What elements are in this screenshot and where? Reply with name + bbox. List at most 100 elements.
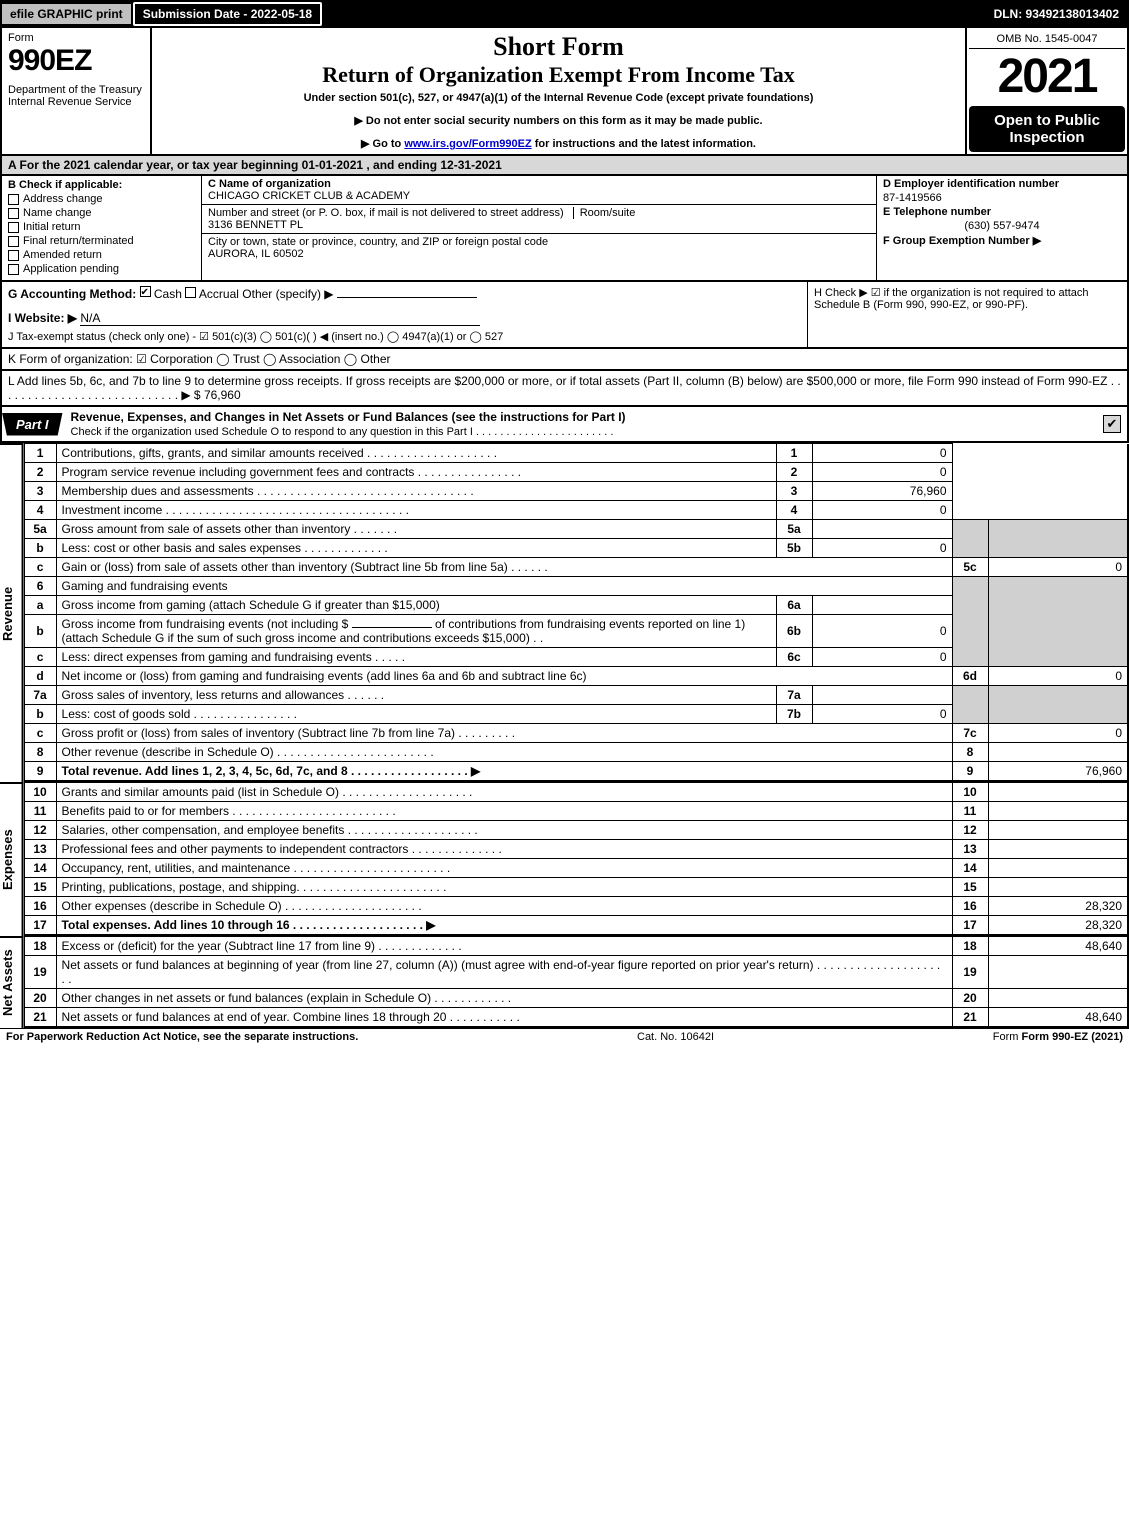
net-assets-section: Net Assets 18Excess or (deficit) for the… [0,936,1129,1028]
org-addr-box: Number and street (or P. O. box, if mail… [202,205,876,234]
short-form-title: Short Form [160,32,957,62]
part-i-title: Revenue, Expenses, and Changes in Net As… [63,407,1103,441]
section-b-row: B Check if applicable: Address change Na… [0,176,1129,282]
lbl-cash: Cash [154,287,182,301]
omb-number: OMB No. 1545-0047 [969,30,1125,49]
chk-final-return[interactable] [8,236,19,247]
room-label: Room/suite [573,207,636,219]
revenue-table: 1Contributions, gifts, grants, and simil… [24,443,1129,782]
table-row: 21Net assets or fund balances at end of … [24,1008,1128,1028]
lbl-other: Other (specify) ▶ [242,287,333,301]
net-assets-side-label: Net Assets [0,936,24,1028]
chk-amended-return[interactable] [8,250,19,261]
department-label: Department of the Treasury Internal Reve… [8,84,144,108]
note-goto-suffix: for instructions and the latest informat… [532,138,756,150]
form-header: Form 990EZ Department of the Treasury In… [0,28,1129,156]
expenses-section: Expenses 10Grants and similar amounts pa… [0,782,1129,936]
table-row: 15Printing, publications, postage, and s… [24,878,1128,897]
header-left: Form 990EZ Department of the Treasury In… [2,28,152,154]
lbl-initial-return: Initial return [23,221,80,233]
efile-print-button[interactable]: efile GRAPHIC print [2,4,133,24]
col-c-org-info: C Name of organization CHICAGO CRICKET C… [202,176,877,280]
under-section: Under section 501(c), 527, or 4947(a)(1)… [160,92,957,104]
lbl-name-change: Name change [23,207,92,219]
form-label: Form [8,32,144,44]
org-city-box: City or town, state or province, country… [202,234,876,262]
footer-left: For Paperwork Reduction Act Notice, see … [6,1031,358,1043]
row-g-h: G Accounting Method: Cash Accrual Other … [0,282,1129,349]
chk-address-change[interactable] [8,194,19,205]
table-row: cGross profit or (loss) from sales of in… [24,724,1128,743]
part-i-check[interactable]: ✔ [1103,415,1121,433]
net-assets-table: 18Excess or (deficit) for the year (Subt… [24,936,1129,1028]
irs-link[interactable]: www.irs.gov/Form990EZ [404,138,531,150]
tax-year: 2021 [969,49,1125,104]
city-label: City or town, state or province, country… [208,236,548,248]
j-tax-exempt: J Tax-exempt status (check only one) - ☑… [8,330,801,343]
chk-application-pending[interactable] [8,264,19,275]
expenses-side-label: Expenses [0,782,24,936]
row-l: L Add lines 5b, 6c, and 7b to line 9 to … [0,371,1129,407]
lbl-application-pending: Application pending [23,263,119,275]
part-i-header: Part I Revenue, Expenses, and Changes in… [0,407,1129,443]
note-ssn: ▶ Do not enter social security numbers o… [160,114,957,127]
city-value: AURORA, IL 60502 [208,248,304,260]
website-value: N/A [80,311,480,326]
chk-name-change[interactable] [8,208,19,219]
table-row: 11Benefits paid to or for members . . . … [24,802,1128,821]
table-row: 5aGross amount from sale of assets other… [24,520,1128,539]
table-row: 6Gaming and fundraising events [24,577,1128,596]
chk-cash[interactable] [140,286,151,297]
note-goto-prefix: ▶ Go to [361,138,404,150]
group-exemption-label: F Group Exemption Number ▶ [883,234,1121,247]
col-d-ein: D Employer identification number 87-1419… [877,176,1127,280]
table-row: 14Occupancy, rent, utilities, and mainte… [24,859,1128,878]
table-row: 12Salaries, other compensation, and empl… [24,821,1128,840]
note-goto: ▶ Go to www.irs.gov/Form990EZ for instru… [160,137,957,150]
footer-mid: Cat. No. 10642I [358,1031,992,1043]
addr-value: 3136 BENNETT PL [208,219,303,231]
table-row: 8Other revenue (describe in Schedule O) … [24,743,1128,762]
other-specify-line [337,297,477,298]
chk-accrual[interactable] [185,287,196,298]
dept-treasury: Department of the Treasury [8,84,142,96]
return-title: Return of Organization Exempt From Incom… [160,62,957,88]
header-mid: Short Form Return of Organization Exempt… [152,28,967,154]
ein-value: 87-1419566 [883,192,1121,204]
table-row: 19Net assets or fund balances at beginni… [24,956,1128,989]
table-row: 9Total revenue. Add lines 1, 2, 3, 4, 5c… [24,762,1128,782]
row-k: K Form of organization: ☑ Corporation ◯ … [0,349,1129,371]
table-row: cGain or (loss) from sale of assets othe… [24,558,1128,577]
table-row: 1Contributions, gifts, grants, and simil… [24,444,1128,463]
table-row: 3Membership dues and assessments . . . .… [24,482,1128,501]
irs-label: Internal Revenue Service [8,96,132,108]
table-row: 7aGross sales of inventory, less returns… [24,686,1128,705]
row-h: H Check ▶ ☑ if the organization is not r… [807,282,1127,347]
table-row: 13Professional fees and other payments t… [24,840,1128,859]
g-label: G Accounting Method: [8,287,136,301]
lbl-accrual: Accrual [199,287,239,301]
table-row: 2Program service revenue including gover… [24,463,1128,482]
lbl-final-return: Final return/terminated [23,235,134,247]
expenses-table: 10Grants and similar amounts paid (list … [24,782,1129,936]
website-label: I Website: ▶ [8,311,77,325]
lbl-address-change: Address change [23,193,103,205]
table-row: 4Investment income . . . . . . . . . . .… [24,501,1128,520]
tel-value: (630) 557-9474 [883,220,1121,232]
footer-right: Form Form 990-EZ (2021) [993,1031,1123,1043]
ein-label: D Employer identification number [883,178,1121,190]
line-a: A For the 2021 calendar year, or tax yea… [0,156,1129,176]
revenue-side-label: Revenue [0,443,24,782]
part-i-tab: Part I [2,413,63,436]
open-to-public: Open to Public Inspection [969,106,1125,152]
lbl-amended-return: Amended return [23,249,102,261]
table-row: 18Excess or (deficit) for the year (Subt… [24,937,1128,956]
chk-initial-return[interactable] [8,222,19,233]
addr-label: Number and street (or P. O. box, if mail… [208,207,564,219]
col-b-checkboxes: B Check if applicable: Address change Na… [2,176,202,280]
footer-form: Form 990-EZ (2021) [1022,1031,1123,1043]
org-name-box: C Name of organization CHICAGO CRICKET C… [202,176,876,205]
table-row: 16Other expenses (describe in Schedule O… [24,897,1128,916]
table-row: 20Other changes in net assets or fund ba… [24,989,1128,1008]
tel-label: E Telephone number [883,206,1121,218]
